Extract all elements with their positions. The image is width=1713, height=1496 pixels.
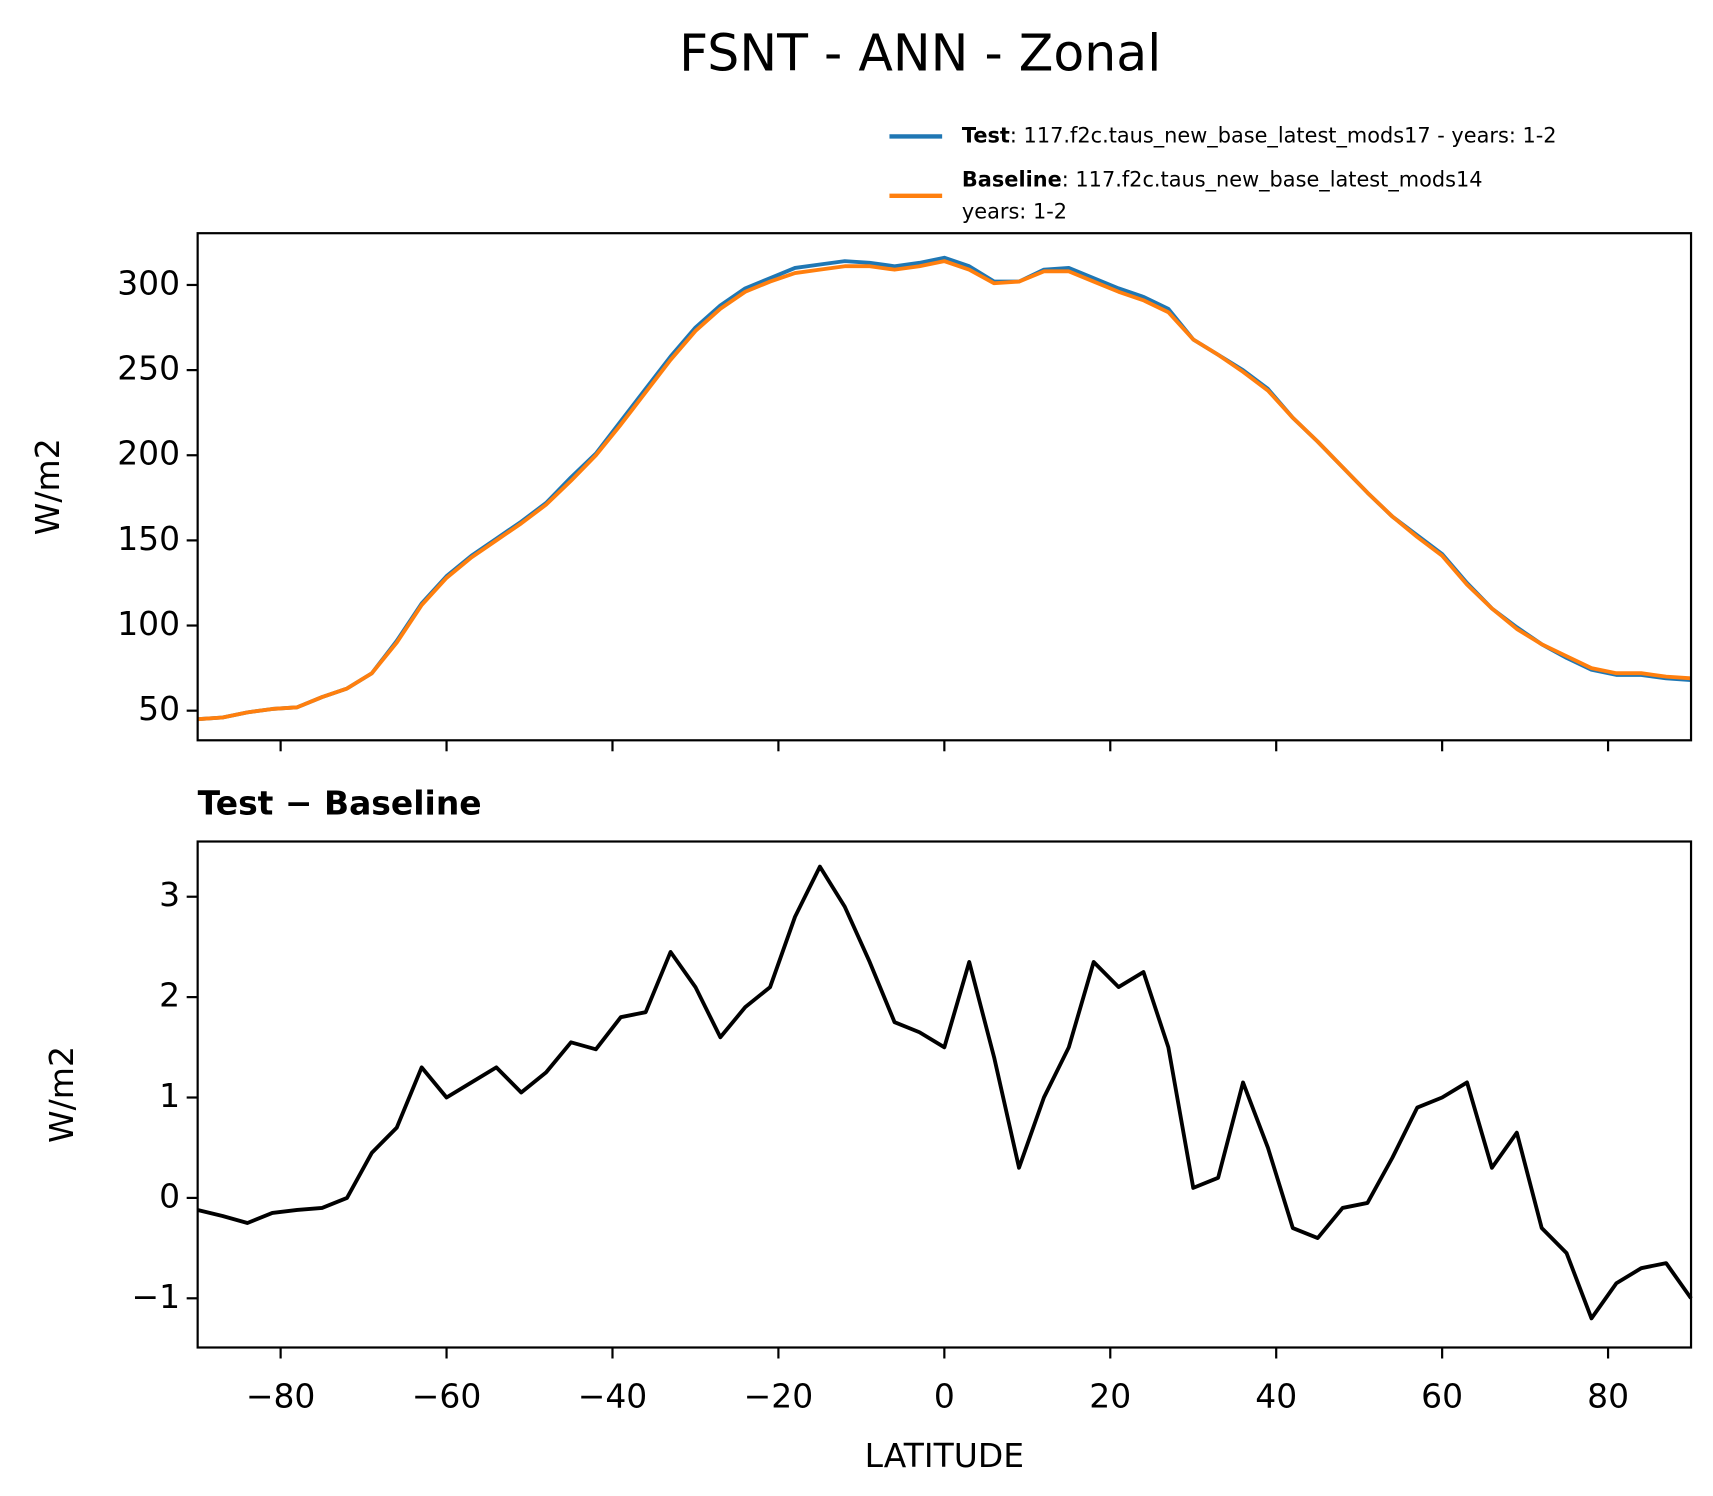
x-tick-label: 60 [1421, 1377, 1463, 1416]
plot-frame [196, 232, 1693, 742]
data-line [197, 864, 1693, 1321]
y-tick-label: 2 [159, 976, 180, 1015]
y-tick-label: 50 [138, 689, 180, 728]
legend-description: : 117.f2c.taus_new_base_latest_mods14 [1062, 167, 1483, 191]
legend-description: years: 1-2 [962, 199, 1067, 223]
x-tick-label: −20 [744, 1377, 814, 1416]
legend-label: Baseline: 117.f2c.taus_new_base_latest_m… [962, 167, 1483, 223]
y-tick-label: 200 [117, 434, 180, 473]
x-tick-label: −80 [246, 1377, 316, 1416]
chart-title: FSNT - ANN - Zonal [679, 24, 1161, 83]
x-tick-label: 0 [934, 1377, 955, 1416]
y-tick-label: 3 [159, 875, 180, 914]
y-tick-label: −1 [132, 1277, 181, 1316]
legend-name: Baseline [962, 167, 1062, 191]
x-tick-label: 40 [1255, 1377, 1297, 1416]
y-axis-label: W/m2 [28, 438, 67, 535]
y-tick-label: 0 [159, 1176, 180, 1215]
y-tick-label: 150 [117, 519, 180, 558]
subplot-title: Test − Baseline [198, 784, 482, 823]
data-line [197, 255, 1692, 722]
x-tick-label: −40 [578, 1377, 648, 1416]
x-tick-label: 20 [1089, 1377, 1131, 1416]
x-axis-label: LATITUDE [865, 1436, 1024, 1475]
legend-description: : 117.f2c.taus_new_base_latest_mods17 - … [1010, 123, 1557, 147]
y-tick-label: 250 [117, 349, 180, 388]
x-tick-label: 80 [1587, 1377, 1629, 1416]
data-line [197, 259, 1692, 722]
plot-frame [196, 840, 1693, 1349]
legend-name: Test [962, 123, 1010, 147]
y-tick-label: 300 [117, 263, 180, 302]
y-axis-label: W/m2 [42, 1046, 81, 1143]
y-tick-label: 100 [117, 604, 180, 643]
y-tick-label: 1 [159, 1076, 180, 1115]
x-tick-label: −60 [412, 1377, 482, 1416]
legend-label: Test: 117.f2c.taus_new_base_latest_mods1… [962, 123, 1557, 147]
